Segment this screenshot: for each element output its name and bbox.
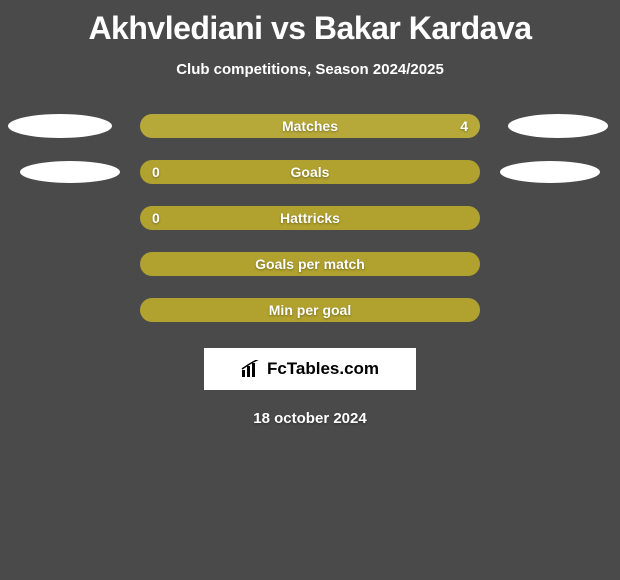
stat-bar: Goals per match (140, 252, 480, 276)
stat-bar: Matches 4 (140, 114, 480, 138)
stat-bar: 0 Goals (140, 160, 480, 184)
stat-label: Hattricks (280, 210, 340, 226)
footer-date: 18 october 2024 (253, 410, 366, 427)
left-ellipse (8, 114, 112, 138)
chart-icon (241, 360, 261, 378)
stat-row: Goals per match (0, 252, 620, 276)
right-ellipse (500, 161, 600, 183)
stat-row: 0 Goals (0, 160, 620, 184)
right-ellipse (508, 114, 608, 138)
stat-label: Min per goal (269, 302, 351, 318)
stat-left-value: 0 (152, 164, 160, 180)
stat-left-value: 0 (152, 210, 160, 226)
comparison-infographic: Akhvlediani vs Bakar Kardava Club compet… (0, 0, 620, 427)
stats-list: Matches 4 0 Goals 0 Hattricks Goals per match M… (0, 114, 620, 322)
logo-box: FcTables.com (204, 348, 416, 390)
stat-row: Min per goal (0, 298, 620, 322)
logo-text: FcTables.com (267, 359, 379, 379)
stat-row: 0 Hattricks (0, 206, 620, 230)
stat-row: Matches 4 (0, 114, 620, 138)
left-ellipse (20, 161, 120, 183)
stat-label: Goals per match (255, 256, 365, 272)
page-title: Akhvlediani vs Bakar Kardava (88, 10, 531, 47)
subtitle: Club competitions, Season 2024/2025 (176, 61, 444, 78)
stat-label: Goals (291, 164, 330, 180)
stat-right-value: 4 (460, 118, 468, 134)
stat-bar: Min per goal (140, 298, 480, 322)
stat-label: Matches (282, 118, 338, 134)
stat-bar: 0 Hattricks (140, 206, 480, 230)
